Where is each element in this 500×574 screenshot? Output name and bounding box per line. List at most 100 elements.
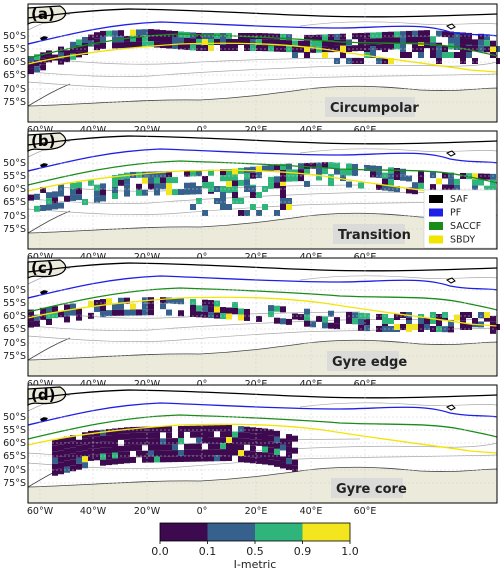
grid-cell <box>52 469 58 476</box>
lat-tick-label: 55°S <box>3 44 26 55</box>
grid-cell <box>166 297 172 304</box>
grid-cell <box>160 456 166 463</box>
grid-cell <box>472 45 478 52</box>
grid-cell <box>100 435 106 442</box>
grid-cell <box>406 36 412 43</box>
grid-cell <box>472 179 478 186</box>
grid-cell <box>148 29 154 36</box>
grid-cell <box>28 62 34 69</box>
grid-cell <box>232 39 238 45</box>
grid-cell <box>154 432 160 439</box>
region-label-background <box>327 351 399 371</box>
grid-cell <box>286 163 292 170</box>
grid-cell <box>286 318 292 325</box>
grid-cell <box>154 444 160 451</box>
grid-cell <box>466 324 472 330</box>
panel-frame <box>27 257 498 377</box>
grid-cell <box>268 453 274 460</box>
grid-cell <box>244 210 250 216</box>
grid-cell <box>292 465 298 472</box>
grid-cell <box>220 425 226 432</box>
grid-cell <box>454 52 460 58</box>
grid-cell <box>304 168 310 175</box>
grid-cell <box>226 437 232 444</box>
grid-cell <box>262 452 268 459</box>
grid-cell <box>220 204 226 210</box>
grid-cell <box>196 431 202 438</box>
grid-cell <box>64 442 70 449</box>
grid-cell <box>130 35 136 42</box>
grid-cell <box>58 184 64 191</box>
grid-cell <box>418 30 424 37</box>
grid-cell <box>64 316 70 323</box>
grid-cell <box>250 172 256 179</box>
grid-cell <box>406 187 412 194</box>
grid-cell <box>160 303 166 310</box>
grid-cell <box>232 180 238 187</box>
grid-cell <box>166 177 172 184</box>
grid-cell <box>124 451 130 458</box>
grid-cell <box>52 463 58 470</box>
lat-tick-label: 75°S <box>3 351 26 362</box>
grid-cell <box>82 37 88 43</box>
panel-letter: (d) <box>31 386 55 404</box>
grid-cell <box>220 198 226 204</box>
grid-cell <box>58 468 64 475</box>
grid-cell <box>136 309 142 316</box>
grid-cell <box>418 170 424 177</box>
grid-cell <box>208 181 214 188</box>
grid-cell <box>304 314 310 321</box>
grid-cell <box>112 175 118 181</box>
grid-cell <box>460 320 466 327</box>
grid-cell <box>112 452 118 459</box>
grid-cell <box>334 39 340 46</box>
grid-cell <box>382 184 388 191</box>
grid-cell <box>274 305 280 312</box>
legend-label: SBDY <box>450 235 475 246</box>
lat-tick-label: 60°S <box>3 438 26 449</box>
grid-cell <box>226 175 232 182</box>
grid-cell <box>400 37 406 44</box>
grid-cell <box>130 41 136 48</box>
grid-cell <box>76 45 82 52</box>
colorbar-tick-label: 0.9 <box>294 545 312 558</box>
grid-cell <box>424 36 430 43</box>
grid-cell <box>226 39 232 45</box>
grid-cell <box>448 52 454 58</box>
grid-cell <box>334 162 340 169</box>
grid-cell <box>328 40 334 47</box>
grid-cell <box>298 40 304 47</box>
panel-frame <box>27 3 498 123</box>
grid-cell <box>358 324 364 331</box>
grid-cell <box>34 66 40 73</box>
grid-cell <box>484 40 490 47</box>
grid-cell <box>34 320 40 327</box>
grid-cell <box>244 308 250 315</box>
grid-cell <box>148 183 154 190</box>
grid-cell <box>316 34 322 41</box>
grid-cell <box>208 33 214 39</box>
grid-cell <box>28 321 34 328</box>
grid-cell <box>364 46 370 52</box>
lat-tick-label: 65°S <box>3 197 26 208</box>
grid-cell <box>148 177 154 184</box>
grid-cell <box>430 312 436 318</box>
grid-cell <box>484 34 490 41</box>
grid-cell <box>238 432 244 439</box>
grid-cell <box>256 433 262 440</box>
grid-cell <box>382 314 388 320</box>
south-america-tip <box>27 5 67 26</box>
grid-cell <box>292 313 298 320</box>
lat-tick-label: 65°S <box>3 70 26 81</box>
saccf-front <box>27 287 498 313</box>
grid-cell <box>142 41 148 48</box>
grid-cell <box>214 198 220 204</box>
grid-cell <box>322 316 328 323</box>
grid-cell <box>190 304 196 311</box>
grid-cell <box>154 183 160 190</box>
grid-cell <box>286 204 292 210</box>
lat-tick-label: 75°S <box>3 478 26 489</box>
grid-cell <box>178 449 184 456</box>
grid-cell <box>70 41 76 48</box>
lon-tick-label: 60°W <box>27 506 54 517</box>
